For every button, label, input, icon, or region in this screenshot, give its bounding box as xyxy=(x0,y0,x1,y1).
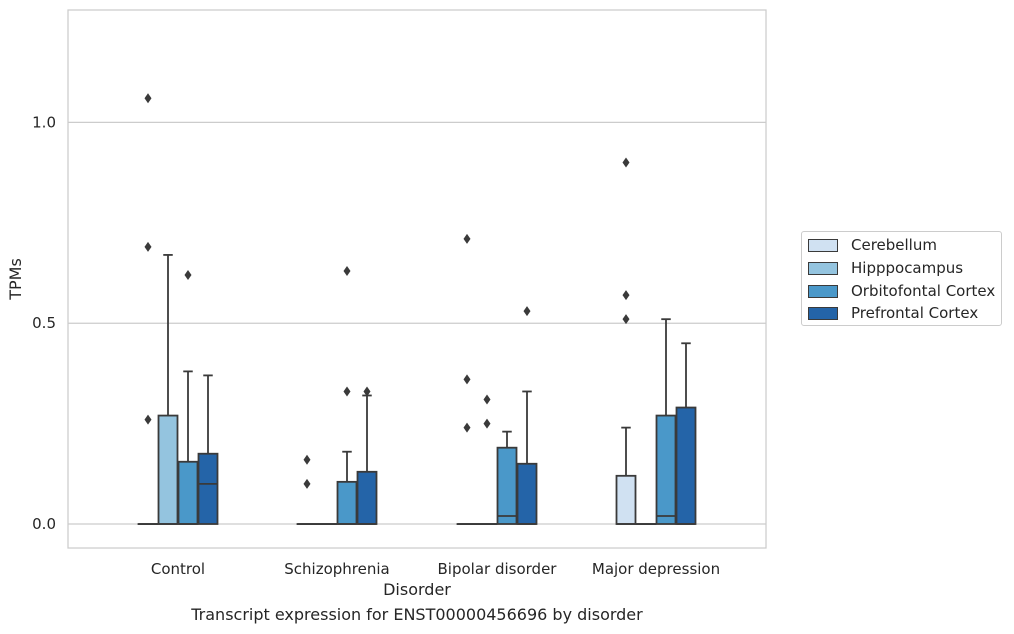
legend-swatch-hippocampus xyxy=(808,261,838,275)
box xyxy=(675,406,697,525)
outlier-point xyxy=(144,414,152,425)
box-group xyxy=(296,454,318,526)
legend-label: Orbitofontal Cortex xyxy=(851,282,996,300)
y-axis-ticks: 0.00.51.01.52.02.5 xyxy=(32,113,56,533)
outlier-point xyxy=(343,265,351,276)
legend-item-cerebellum: Cerebellum xyxy=(808,236,937,254)
box-group xyxy=(177,270,199,525)
outlier-point xyxy=(343,386,351,397)
x-tick-label: Bipolar disorder xyxy=(438,560,558,578)
outlier-point xyxy=(483,394,491,405)
box-series xyxy=(137,93,697,526)
legend-label: Prefrontal Cortex xyxy=(851,304,979,322)
legend-swatch-cerebellum xyxy=(808,238,838,252)
plot-area-frame xyxy=(67,9,767,549)
box-group xyxy=(356,386,378,525)
x-tick-label: Schizophrenia xyxy=(284,560,389,578)
outlier-point xyxy=(483,418,491,429)
legend-item-hippocampus: Hipppocampus xyxy=(808,259,963,277)
legend-item-orbitofrontal: Orbitofontal Cortex xyxy=(808,282,995,300)
y-axis-label: TPMs xyxy=(6,258,25,301)
chart-caption: Transcript expression for ENST0000045669… xyxy=(191,605,643,624)
box-group xyxy=(336,265,358,525)
outlier-point xyxy=(622,157,630,168)
legend-label: Hipppocampus xyxy=(851,259,964,277)
box xyxy=(157,414,179,525)
box-group xyxy=(476,394,498,526)
box-group xyxy=(456,233,478,526)
box xyxy=(655,414,677,525)
box xyxy=(197,452,219,525)
y-tick-label: 0.0 xyxy=(32,515,56,533)
box xyxy=(177,460,199,525)
y-tick-label: 0.5 xyxy=(32,314,56,332)
x-tick-label: Control xyxy=(151,560,205,578)
box-group xyxy=(615,157,637,525)
outlier-point xyxy=(622,290,630,301)
box-group xyxy=(655,318,677,525)
outlier-point xyxy=(463,374,471,385)
outlier-point xyxy=(144,241,152,252)
y-tick-label: 1.0 xyxy=(32,113,56,131)
box-group xyxy=(157,254,179,525)
box-group xyxy=(496,430,518,525)
x-axis-label: Disorder xyxy=(383,580,451,599)
outlier-point xyxy=(303,454,311,465)
outlier-point xyxy=(622,314,630,325)
outlier-point xyxy=(463,422,471,433)
box-group xyxy=(675,342,697,525)
x-tick-label: Major depression xyxy=(592,560,720,578)
box-group xyxy=(516,306,538,525)
box xyxy=(356,470,378,525)
box xyxy=(615,474,637,525)
outlier-point xyxy=(184,270,192,281)
box-group xyxy=(197,374,219,525)
outlier-point xyxy=(463,233,471,244)
outlier-point xyxy=(303,478,311,489)
outlier-point xyxy=(363,386,371,397)
legend-label: Cerebellum xyxy=(851,236,937,254)
legend-swatch-orbitofrontal xyxy=(808,284,838,298)
box xyxy=(516,462,538,525)
outlier-point xyxy=(144,93,152,104)
box xyxy=(336,480,358,525)
x-axis-ticks: Control Schizophrenia Bipolar disorder Majo… xyxy=(151,560,720,578)
legend: Cerebellum Hipppocampus Orbitofontal Cor… xyxy=(801,231,1002,326)
box-group xyxy=(137,93,159,526)
legend-swatch-prefrontal xyxy=(808,306,838,320)
legend-item-prefrontal: Prefrontal Cortex xyxy=(808,304,978,322)
box xyxy=(496,446,518,525)
outlier-point xyxy=(523,306,531,317)
